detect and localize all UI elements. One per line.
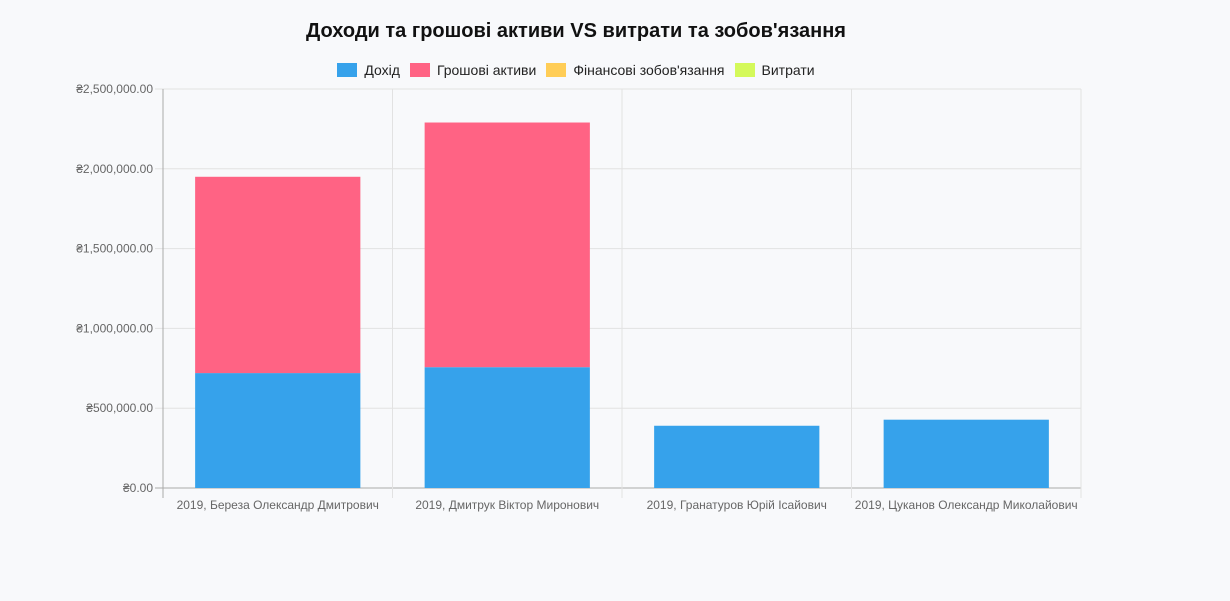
y-tick-label: ₴2,500,000.00 (76, 82, 153, 96)
legend-swatch (337, 63, 358, 77)
x-tick-label: 2019, Цуканов Олександр Миколайович (855, 498, 1078, 512)
y-tick-label: ₴1,500,000.00 (76, 242, 153, 256)
legend-item[interactable]: Фінансові зобов'язання (546, 62, 725, 78)
bar[interactable] (424, 367, 590, 488)
legend-item[interactable]: Витрати (734, 62, 815, 78)
bar[interactable] (195, 176, 361, 374)
x-tick-label: 2019, Береза Олександр Дмитрович (177, 498, 379, 512)
legend-item[interactable]: Грошові активи (409, 62, 537, 78)
bar[interactable] (424, 122, 590, 368)
y-tick-label: ₴2,000,000.00 (76, 162, 153, 176)
legend-swatch (409, 63, 430, 77)
legend-label: Фінансові зобов'язання (573, 62, 725, 78)
y-tick-label: ₴0.00 (123, 481, 153, 495)
x-tick-label: 2019, Гранатуров Юрій Ісайович (647, 498, 827, 512)
y-tick-label: ₴500,000.00 (86, 401, 153, 415)
legend-label: Грошові активи (436, 62, 537, 78)
legend-swatch (546, 63, 567, 77)
legend: Дохід Грошові активи Фінансові зобов'язанн… (0, 62, 1152, 78)
legend-item[interactable]: Дохід (337, 62, 400, 78)
legend-swatch (734, 63, 755, 77)
chart-title: Доходи та грошові активи VS витрати та з… (306, 20, 846, 42)
x-tick-label: 2019, Дмитрук Віктор Миронович (415, 498, 599, 512)
legend-label: Дохід (364, 62, 400, 78)
bar[interactable] (883, 419, 1049, 488)
legend-label: Витрати (761, 62, 815, 78)
bar[interactable] (195, 373, 361, 488)
y-tick-label: ₴1,000,000.00 (76, 321, 153, 335)
bar[interactable] (654, 425, 820, 488)
